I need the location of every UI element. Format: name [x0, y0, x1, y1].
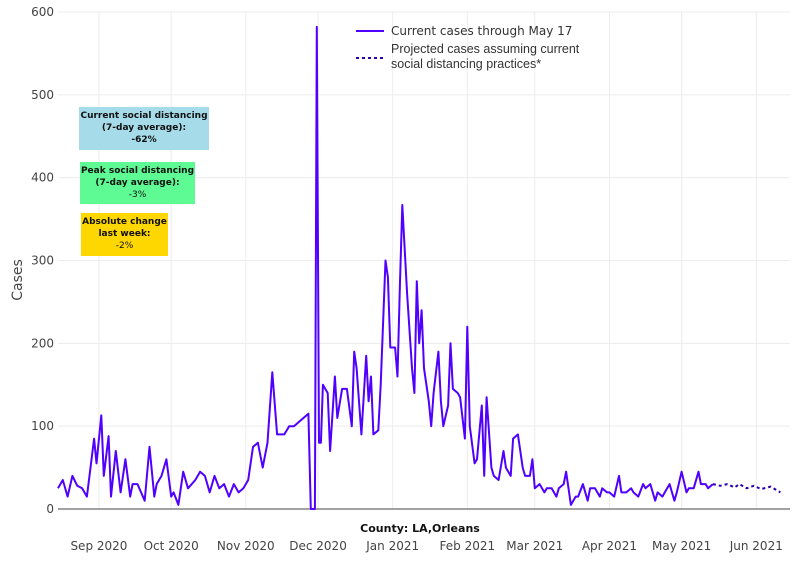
- x-tick-label: Dec 2020: [289, 539, 347, 553]
- annotation-title: Peak social distancing: [80, 166, 195, 176]
- annotation-absolute-change: Absolute change last week: -2%: [81, 213, 168, 256]
- x-tick-label: Mar 2021: [506, 539, 563, 553]
- x-tick-label: Sep 2020: [70, 539, 127, 553]
- x-tick-label: Jan 2021: [365, 539, 419, 553]
- y-tick-label: 0: [46, 502, 54, 516]
- y-tick-label: 400: [31, 171, 54, 185]
- x-tick-label: Apr 2021: [582, 539, 637, 553]
- annotation-title: Current social distancing: [80, 111, 208, 121]
- legend-label-projected: Projected cases assuming current social …: [391, 42, 580, 71]
- annotation-value: -3%: [128, 190, 147, 200]
- x-tick-label: Feb 2021: [440, 539, 496, 553]
- annotation-value: -62%: [131, 135, 157, 145]
- y-tick-label: 200: [31, 336, 54, 350]
- y-axis-label: Cases: [10, 259, 26, 301]
- x-tick-label: May 2021: [652, 539, 711, 553]
- annotation-current-distancing: Current social distancing (7-day average…: [79, 107, 209, 150]
- projected-cases-line: [712, 483, 781, 494]
- annotation-subtitle: last week:: [98, 229, 151, 239]
- series-lines: [57, 25, 781, 510]
- y-tick-label: 300: [31, 254, 54, 268]
- gridlines: [58, 11, 790, 509]
- annotation-value: -2%: [115, 241, 134, 251]
- x-tick-label: Jun 2021: [729, 539, 783, 553]
- x-axis-label: County: LA,Orleans: [360, 522, 480, 535]
- y-tick-label: 600: [31, 5, 54, 19]
- annotation-subtitle: (7-day average):: [95, 178, 180, 188]
- current-cases-line: [57, 25, 714, 510]
- x-axis-ticks: Sep 2020 Oct 2020 Nov 2020 Dec 2020 Jan 2021…: [70, 539, 782, 553]
- x-tick-label: Nov 2020: [217, 539, 275, 553]
- annotation-peak-distancing: Peak social distancing (7-day average): …: [80, 162, 195, 204]
- x-tick-label: Oct 2020: [144, 539, 199, 553]
- legend: Current cases through May 17: [356, 24, 572, 59]
- legend-label-current: Current cases through May 17: [391, 24, 572, 38]
- y-tick-label: 100: [31, 419, 54, 433]
- y-tick-label: 500: [31, 88, 54, 102]
- annotation-subtitle: (7-day average):: [101, 123, 187, 133]
- y-axis-ticks: 0 100 200 300 400 500 600: [31, 5, 54, 516]
- annotation-title: Absolute change: [82, 217, 167, 227]
